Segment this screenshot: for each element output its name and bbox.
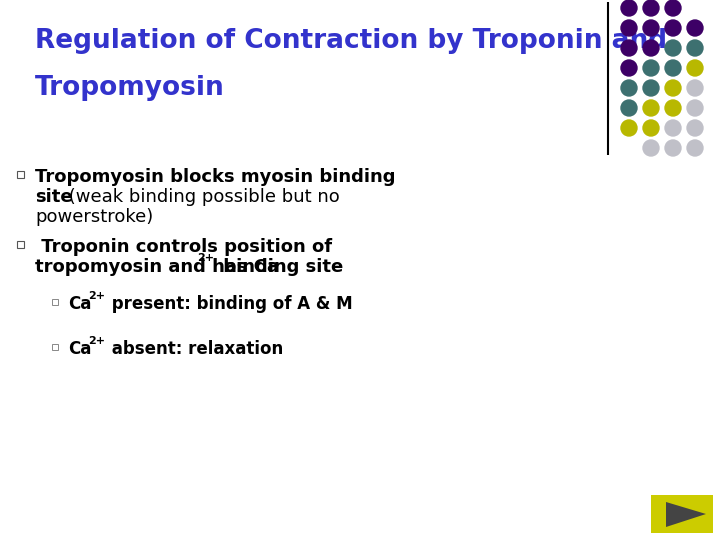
Circle shape	[687, 80, 703, 96]
Text: Ca: Ca	[68, 295, 91, 313]
Text: 2+: 2+	[88, 336, 105, 346]
Circle shape	[643, 80, 659, 96]
Text: 2+: 2+	[88, 291, 105, 301]
Circle shape	[621, 20, 637, 36]
Circle shape	[643, 60, 659, 76]
Circle shape	[665, 20, 681, 36]
Bar	[17, 171, 24, 178]
Circle shape	[665, 0, 681, 16]
Circle shape	[621, 40, 637, 56]
Circle shape	[643, 100, 659, 116]
Circle shape	[643, 140, 659, 156]
Polygon shape	[666, 502, 706, 527]
Circle shape	[687, 140, 703, 156]
Circle shape	[643, 0, 659, 16]
Text: Tropomyosin blocks myosin binding: Tropomyosin blocks myosin binding	[35, 168, 395, 186]
Circle shape	[687, 20, 703, 36]
Bar	[651, 495, 713, 533]
Text: powerstroke): powerstroke)	[35, 208, 153, 226]
Circle shape	[665, 100, 681, 116]
Text: Tropomyosin: Tropomyosin	[35, 75, 225, 101]
Circle shape	[665, 80, 681, 96]
Circle shape	[665, 60, 681, 76]
Circle shape	[665, 40, 681, 56]
Bar	[52, 344, 58, 350]
Circle shape	[687, 100, 703, 116]
Circle shape	[687, 60, 703, 76]
Text: binding site: binding site	[217, 258, 343, 276]
Text: (weak binding possible but no: (weak binding possible but no	[63, 188, 340, 206]
Text: site: site	[35, 188, 73, 206]
Circle shape	[621, 60, 637, 76]
Circle shape	[621, 100, 637, 116]
Circle shape	[687, 120, 703, 136]
Circle shape	[643, 40, 659, 56]
Circle shape	[621, 80, 637, 96]
Text: 2+: 2+	[197, 253, 214, 263]
Circle shape	[665, 140, 681, 156]
Text: present: binding of A & M: present: binding of A & M	[106, 295, 353, 313]
Bar	[52, 299, 58, 305]
Circle shape	[643, 120, 659, 136]
Text: Ca: Ca	[68, 340, 91, 358]
Text: Troponin controls position of: Troponin controls position of	[35, 238, 332, 256]
Circle shape	[621, 0, 637, 16]
Text: Regulation of Contraction by Troponin and: Regulation of Contraction by Troponin an…	[35, 28, 667, 54]
Circle shape	[687, 40, 703, 56]
Bar	[17, 240, 24, 247]
Circle shape	[621, 120, 637, 136]
Text: tropomyosin and has Ca: tropomyosin and has Ca	[35, 258, 279, 276]
Circle shape	[665, 120, 681, 136]
Text: absent: relaxation: absent: relaxation	[106, 340, 283, 358]
Circle shape	[643, 20, 659, 36]
